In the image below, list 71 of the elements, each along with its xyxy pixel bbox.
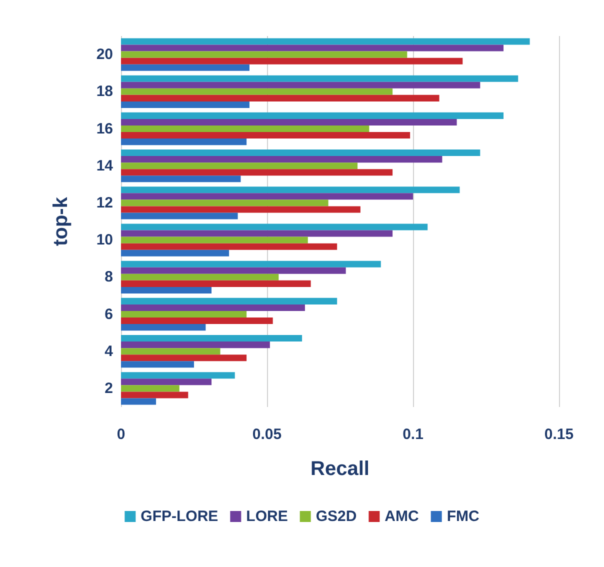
- bar: [121, 206, 360, 213]
- y-tick-label: 16: [96, 120, 113, 138]
- bar: [121, 310, 247, 318]
- y-tick-label: 2: [104, 380, 113, 397]
- y-tick-label: 8: [104, 268, 113, 286]
- y-tick-label: 20: [96, 46, 113, 64]
- bar: [121, 267, 346, 274]
- y-tick-label: 4: [104, 342, 114, 360]
- bar: [121, 348, 220, 355]
- bar: [121, 132, 410, 139]
- bar: [121, 212, 238, 220]
- bar: [121, 58, 463, 64]
- y-tick-label: 6: [104, 306, 113, 323]
- bar: [121, 236, 308, 244]
- bar: [121, 398, 156, 405]
- bar: [121, 101, 250, 108]
- bar: [121, 372, 235, 379]
- y-tick-label: 12: [96, 194, 113, 212]
- bar: [121, 112, 504, 119]
- bar: [121, 162, 358, 170]
- bar: [121, 280, 311, 287]
- bar: [121, 51, 408, 58]
- bar: [121, 193, 413, 200]
- bar: [121, 200, 328, 206]
- bar: [121, 150, 480, 156]
- bar: [121, 75, 518, 82]
- bar: [121, 361, 194, 368]
- bar: [121, 156, 442, 163]
- x-tick-label: 0.15: [544, 426, 574, 443]
- legend-label: AMC: [384, 508, 420, 525]
- bar: [121, 342, 270, 348]
- bar: [121, 378, 212, 386]
- bar: [121, 176, 241, 182]
- legend-label: GFP-LORE: [140, 508, 218, 525]
- bar: [121, 392, 188, 398]
- bar: [121, 118, 457, 126]
- bar: [121, 324, 206, 331]
- legend-label: FMC: [446, 508, 480, 525]
- bar: [121, 243, 338, 250]
- bar: [121, 304, 305, 311]
- bar: [121, 230, 393, 237]
- bar: [121, 385, 180, 392]
- bar: [121, 138, 247, 146]
- bar: [121, 298, 338, 304]
- bar: [121, 94, 440, 102]
- y-axis-title: top-k: [50, 196, 72, 246]
- bar: [121, 125, 370, 132]
- x-tick-label: 0: [116, 426, 126, 443]
- bar: [121, 354, 247, 362]
- bar: [121, 260, 381, 268]
- x-axis-title: Recall: [310, 458, 370, 480]
- y-tick-label: 18: [96, 83, 113, 100]
- bar: [121, 335, 302, 342]
- bar: [121, 186, 460, 194]
- x-tick-label: 0.1: [402, 426, 424, 443]
- legend-label: GS2D: [316, 508, 357, 525]
- x-tick-label: 0.05: [252, 426, 282, 443]
- y-tick-label: 10: [96, 232, 113, 249]
- bar: [121, 250, 230, 256]
- bar: [121, 286, 212, 294]
- bar: [121, 318, 273, 324]
- bar: [121, 224, 428, 230]
- legend-label: LORE: [246, 508, 288, 525]
- y-tick-label: 14: [96, 157, 114, 174]
- bar: [121, 64, 250, 71]
- bar: [121, 38, 530, 45]
- bar: [121, 82, 480, 88]
- bar: [121, 274, 279, 280]
- bar: [121, 88, 393, 95]
- bar: [121, 44, 504, 52]
- bar: [121, 169, 393, 176]
